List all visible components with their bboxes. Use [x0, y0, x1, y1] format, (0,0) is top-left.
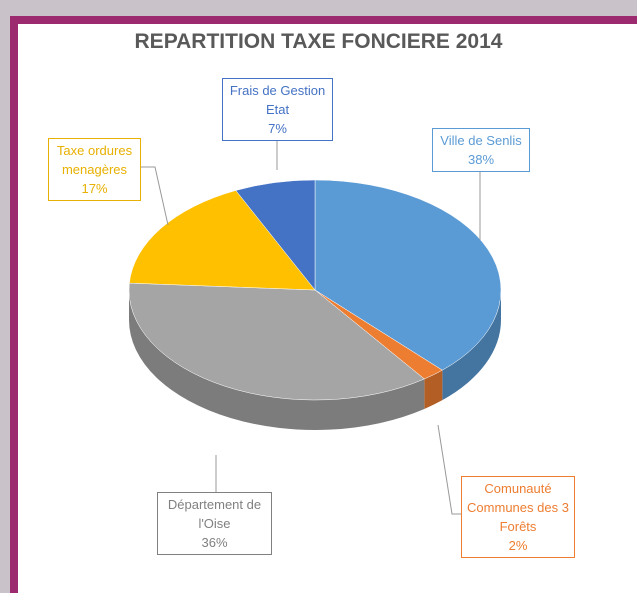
category-label: Frais de Gestion Etat	[227, 81, 328, 119]
chart-title: REPARTITION TAXE FONCIERE 2014	[0, 30, 637, 54]
leader-line	[438, 425, 461, 514]
pie	[129, 180, 501, 430]
value-label: 17%	[53, 179, 136, 198]
value-label: 36%	[162, 533, 267, 552]
value-label: 38%	[437, 150, 525, 169]
category-label: Taxe ordures menagères	[53, 141, 136, 179]
category-label: Ville de Senlis	[437, 131, 525, 150]
page: REPARTITION TAXE FONCIERE 2014 Ville de …	[0, 0, 637, 593]
leader-line	[141, 167, 168, 225]
value-label: 7%	[227, 119, 328, 138]
category-label: Département de l'Oise	[162, 495, 267, 533]
value-label: 2%	[466, 536, 570, 555]
category-label: Comunauté Communes des 3 Forêts	[466, 479, 570, 536]
